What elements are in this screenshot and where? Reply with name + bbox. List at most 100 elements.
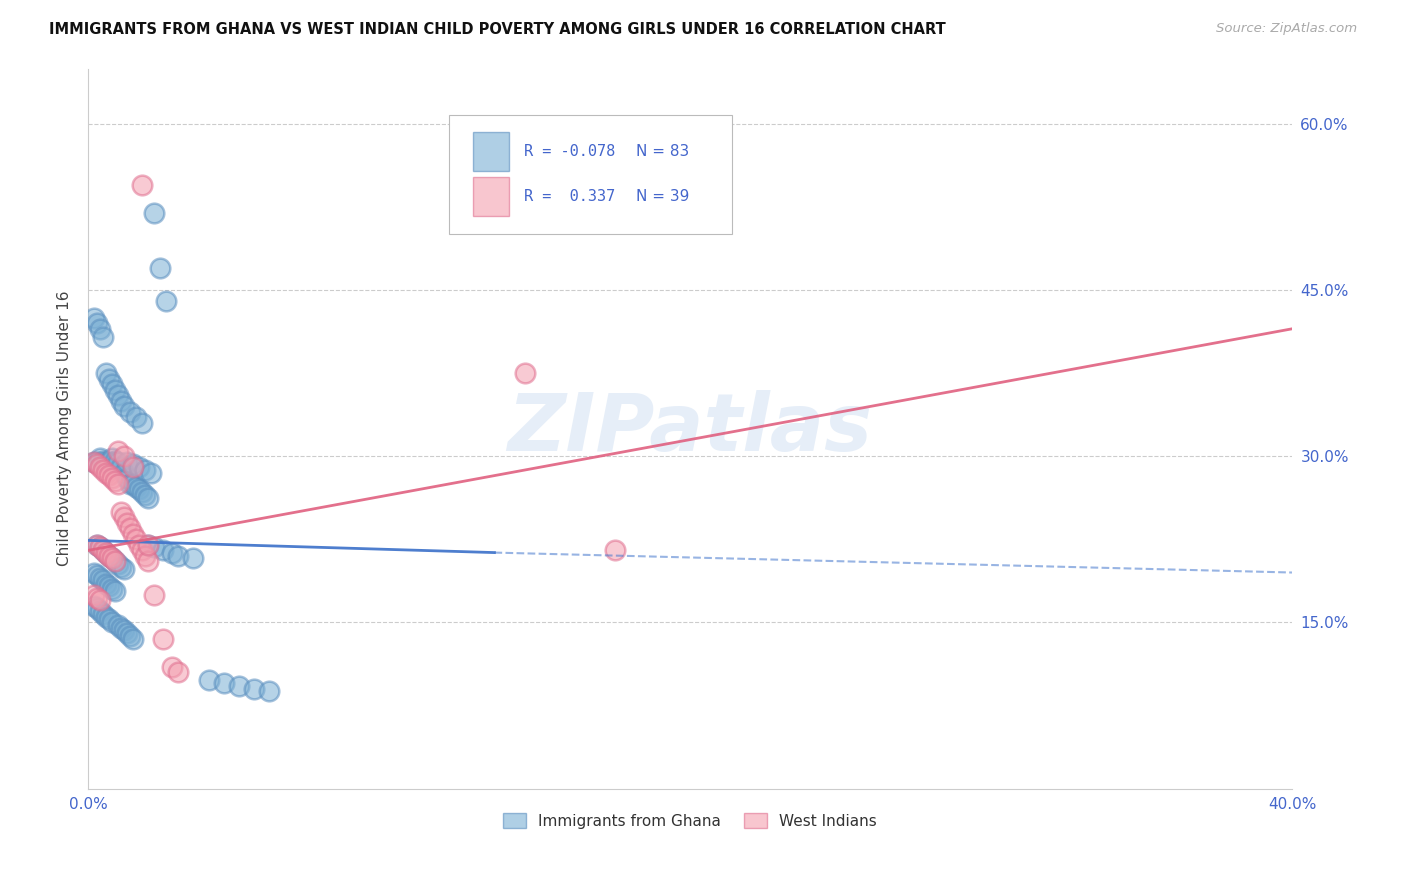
Point <box>96 455 118 469</box>
Point <box>89 322 111 336</box>
Point <box>86 316 108 330</box>
Point <box>122 457 145 471</box>
Point <box>513 366 536 380</box>
Point <box>91 574 114 588</box>
Point <box>101 551 124 566</box>
Point <box>91 462 114 476</box>
Point <box>242 681 264 696</box>
Text: R =  0.337: R = 0.337 <box>524 189 616 203</box>
Text: N = 39: N = 39 <box>636 189 689 203</box>
Point <box>96 610 118 624</box>
Point <box>101 451 124 466</box>
Point <box>122 526 145 541</box>
Point <box>83 310 105 325</box>
Point <box>83 566 105 580</box>
Point <box>155 294 177 309</box>
Point <box>107 455 129 469</box>
Text: N = 83: N = 83 <box>636 145 689 159</box>
Point <box>107 557 129 571</box>
Point <box>152 632 174 646</box>
Point <box>141 466 163 480</box>
FancyBboxPatch shape <box>450 115 733 234</box>
Point <box>603 543 626 558</box>
Legend: Immigrants from Ghana, West Indians: Immigrants from Ghana, West Indians <box>498 806 883 835</box>
Point <box>101 582 124 596</box>
Point <box>110 505 132 519</box>
Point <box>120 521 142 535</box>
Point <box>83 455 105 469</box>
Point <box>98 372 121 386</box>
Point <box>112 449 135 463</box>
Point <box>197 673 219 687</box>
Point <box>149 260 172 275</box>
Y-axis label: Child Poverty Among Girls Under 16: Child Poverty Among Girls Under 16 <box>58 291 72 566</box>
Point <box>120 405 142 419</box>
Point <box>138 491 160 506</box>
Point <box>86 538 108 552</box>
Point <box>86 455 108 469</box>
Point <box>112 562 135 576</box>
Point <box>112 466 135 480</box>
Point <box>110 560 132 574</box>
Point <box>257 684 280 698</box>
Point <box>107 476 129 491</box>
Point <box>91 543 114 558</box>
Point <box>122 476 145 491</box>
Point <box>125 533 148 547</box>
Point <box>98 455 121 469</box>
Point <box>89 540 111 554</box>
Point <box>110 393 132 408</box>
Point <box>107 388 129 402</box>
Point <box>86 538 108 552</box>
Point <box>101 471 124 485</box>
Point <box>89 460 111 475</box>
Point <box>128 483 150 497</box>
Point <box>91 543 114 558</box>
Point <box>138 538 160 552</box>
Point <box>107 443 129 458</box>
Point <box>117 471 139 485</box>
Point <box>134 462 156 476</box>
Point <box>125 410 148 425</box>
Point <box>89 571 111 585</box>
FancyBboxPatch shape <box>474 132 509 171</box>
Point <box>120 629 142 643</box>
Point <box>131 178 153 192</box>
Point <box>83 599 105 613</box>
Point <box>162 659 184 673</box>
Point <box>104 554 127 568</box>
Point <box>86 567 108 582</box>
Point <box>86 591 108 605</box>
Point <box>162 545 184 559</box>
Point <box>183 551 205 566</box>
Point <box>96 366 118 380</box>
Point <box>143 588 166 602</box>
Point <box>131 543 153 558</box>
Point <box>89 604 111 618</box>
Text: R = -0.078: R = -0.078 <box>524 145 616 159</box>
Point <box>96 545 118 559</box>
Point <box>131 484 153 499</box>
Point <box>104 383 127 397</box>
Point <box>104 474 127 488</box>
Point <box>98 468 121 483</box>
Point <box>143 540 166 554</box>
Point <box>167 665 190 680</box>
Point <box>98 549 121 563</box>
Point <box>138 554 160 568</box>
Point <box>112 510 135 524</box>
Point <box>83 588 105 602</box>
FancyBboxPatch shape <box>474 177 509 216</box>
Point <box>120 476 142 491</box>
Point <box>89 593 111 607</box>
Point <box>110 460 132 475</box>
Point <box>134 549 156 563</box>
Point <box>91 453 114 467</box>
Point <box>228 679 250 693</box>
Point <box>86 601 108 615</box>
Point <box>91 607 114 621</box>
Text: Source: ZipAtlas.com: Source: ZipAtlas.com <box>1216 22 1357 36</box>
Point <box>89 451 111 466</box>
Point <box>98 612 121 626</box>
Point <box>96 545 118 559</box>
